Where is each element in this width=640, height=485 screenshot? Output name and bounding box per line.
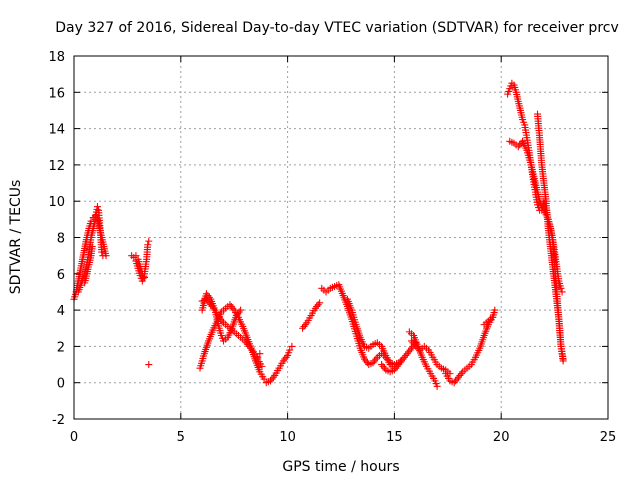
data-point — [316, 299, 324, 307]
grid — [74, 56, 608, 419]
data-point — [399, 355, 407, 363]
data-point — [559, 355, 567, 363]
x-tick-label: 25 — [600, 430, 617, 445]
data-point — [491, 306, 499, 314]
x-tick-label: 15 — [386, 430, 403, 445]
axis-ticks: 0 5 10 15 20 25 -2 0 2 4 6 8 10 12 14 16 18 — [48, 50, 616, 445]
data-point — [145, 361, 153, 369]
data-points — [70, 79, 567, 390]
data-point — [258, 362, 266, 370]
y-tick-label: 6 — [57, 268, 65, 283]
data-point — [489, 313, 497, 321]
data-point — [140, 273, 148, 281]
x-tick-label: 5 — [177, 430, 185, 445]
y-tick-label: 2 — [57, 340, 65, 355]
y-tick-label: -2 — [52, 413, 65, 428]
data-point — [256, 350, 264, 358]
x-tick-label: 20 — [493, 430, 510, 445]
series-arc-5 — [132, 252, 148, 281]
series-arc-18 — [480, 313, 497, 329]
series-arc-21 — [534, 110, 567, 363]
series-arc-3 — [81, 243, 96, 287]
data-point — [252, 357, 260, 365]
data-point — [138, 270, 146, 278]
y-tick-label: 14 — [48, 123, 65, 138]
series-arc-4 — [128, 237, 153, 285]
y-tick-label: 12 — [48, 159, 65, 174]
data-point — [557, 284, 565, 292]
data-point — [88, 243, 96, 251]
y-tick-label: 16 — [48, 86, 65, 101]
data-point — [254, 353, 262, 361]
data-point — [98, 248, 106, 256]
x-axis-label: GPS time / hours — [282, 459, 399, 475]
x-tick-label: 10 — [279, 430, 296, 445]
x-tick-label: 0 — [70, 430, 78, 445]
series-arc-9 — [198, 290, 245, 345]
y-tick-label: 18 — [48, 50, 65, 65]
series-arc-11 — [299, 299, 324, 332]
data-point — [144, 241, 152, 249]
data-point — [288, 342, 296, 350]
y-tick-label: 8 — [57, 232, 65, 247]
y-tick-label: 0 — [57, 377, 65, 392]
y-axis-label: SDTVAR / TECUs — [8, 180, 24, 295]
data-point — [93, 203, 101, 211]
series-arc-10 — [252, 350, 264, 365]
series-arc-14 — [378, 355, 407, 376]
chart-title: Day 327 of 2016, Sidereal Day-to-day VTE… — [55, 20, 619, 36]
y-tick-label: 10 — [48, 195, 65, 210]
series-arc-6 — [145, 361, 153, 369]
data-point — [132, 252, 140, 260]
data-point — [286, 346, 294, 354]
data-point — [99, 252, 107, 260]
data-point — [145, 237, 153, 245]
data-point — [260, 375, 268, 383]
y-tick-label: 4 — [57, 304, 65, 319]
data-point — [237, 306, 245, 314]
data-point — [433, 382, 441, 390]
